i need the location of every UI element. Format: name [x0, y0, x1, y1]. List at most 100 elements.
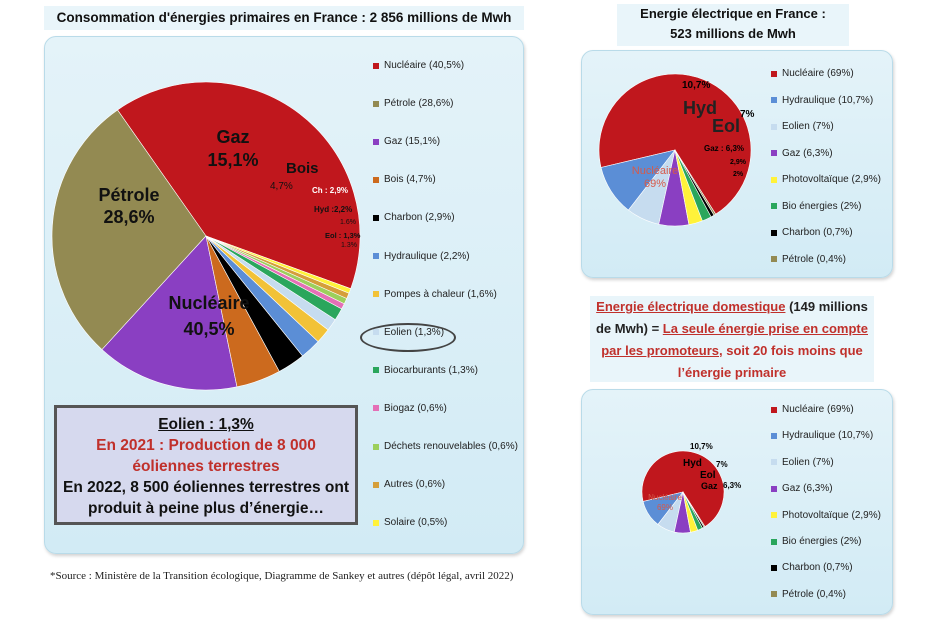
elec-legend-label: Eolien (7%) — [782, 121, 834, 132]
domestic-legend-item-bio-energies: Bio énergies (2%) — [771, 536, 861, 547]
primary-legend-swatch — [373, 443, 379, 450]
primary-legend-item-gaz: Gaz (15,1%) — [373, 136, 440, 147]
label-ch: Ch : 2,9% — [312, 186, 349, 195]
elec-title-line2: 523 millions de Mwh — [670, 26, 796, 41]
primary-legend-label: Bois (4,7%) — [384, 174, 436, 186]
dom-label-hyd: Hyd — [683, 458, 702, 469]
primary-legend-label: Biocarburants (1,3%) — [384, 364, 478, 376]
domestic-note-unit: de Mwh) = — [595, 321, 663, 336]
domestic-legend-swatch — [771, 432, 777, 439]
domestic-note-line2: de Mwh) = La seule énergie prise en comp… — [590, 318, 874, 340]
primary-legend-swatch — [373, 100, 379, 107]
dom-label-nuc-name: Nucléaire — [648, 493, 682, 502]
domestic-legend-item-hydraulique: Hydraulique (10,7%) — [771, 430, 873, 441]
domestic-legend-swatch — [771, 564, 777, 571]
domestic-note-heading: Energie électrique domestique — [596, 299, 786, 314]
primary-slice-petrole — [51, 109, 207, 351]
domestic-legend-item-gaz: Gaz (6,3%) — [771, 483, 833, 494]
domestic-legend-label: Bio énergies (2%) — [782, 536, 862, 547]
elec-legend-label: Photovoltaïque (2,9%) — [782, 174, 881, 185]
domestic-legend-label: Gaz (6,3%) — [782, 483, 833, 495]
elec-label-bio: 2% — [733, 171, 744, 178]
domestic-note-line1: Energie électrique domestique (149 milli… — [590, 296, 874, 318]
elec-legend-swatch — [771, 229, 777, 236]
domestic-legend-item-nucleaire: Nucléaire (69%) — [771, 404, 854, 415]
label-nucleaire-name: Nucléaire — [168, 293, 250, 313]
dom-label-nuc: Nucléaire 69% — [640, 493, 690, 513]
elec-legend-swatch — [771, 256, 777, 262]
elec-label-gaz: Gaz : 6,3% — [704, 144, 745, 153]
label-petrole-name: Pétrole — [98, 185, 160, 205]
label-petrole: Pétrole 28,6% — [86, 184, 172, 228]
callout-line5: produit à peine plus d’énergie… — [88, 500, 324, 517]
primary-legend-label: Autres (0,6%) — [384, 479, 446, 491]
domestic-energy-note: Energie électrique domestique (149 milli… — [590, 296, 874, 382]
domestic-note-line3: par les promoteurs, soit 20 fois moins q… — [590, 340, 874, 362]
primary-legend-swatch — [373, 291, 379, 298]
domestic-legend-item-eolien: Eolien (7%) — [771, 457, 834, 468]
elec-legend-item-eolien: Eolien (7%) — [771, 121, 834, 132]
primary-legend-swatch — [373, 138, 379, 145]
elec-legend-item-nucleaire: Nucléaire (69%) — [771, 68, 854, 79]
primary-slice-nucleaire — [117, 81, 361, 290]
primary-legend-item-biogaz: Biogaz (0,6%) — [373, 403, 447, 414]
elec-legend-item-charbon: Charbon (0,7%) — [771, 227, 853, 238]
elec-legend-swatch — [771, 70, 777, 77]
elec-legend-swatch — [771, 150, 777, 156]
elec-slice-petrole — [674, 149, 717, 216]
primary-legend-item-petrole: Pétrole (28,6%) — [373, 98, 453, 109]
domestic-legend-swatch — [771, 512, 777, 519]
elec-legend-item-petrole: Pétrole (0,4%) — [771, 254, 846, 265]
primary-legend-label: Solaire (0,5%) — [384, 517, 448, 529]
primary-legend-item-hydraulique: Hydraulique (2,2%) — [373, 251, 470, 262]
primary-legend-label: Pompes à chaleur (1,6%) — [384, 288, 497, 300]
elec-slice-nucleaire — [598, 73, 752, 215]
domestic-legend-swatch — [771, 485, 777, 492]
domestic-note-amount: (149 millions — [785, 299, 868, 314]
elec-legend-item-gaz: Gaz (6,3%) — [771, 148, 833, 159]
domestic-legend-item-petrole: Pétrole (0,4%) — [771, 589, 846, 600]
elec-label-nuc-name: Nucléaire — [631, 165, 679, 177]
eolien-callout: Eolien : 1,3% En 2021 : Production de 8 … — [54, 405, 358, 525]
primary-slice-solaire — [205, 235, 352, 294]
elec-label-hyd: Hyd — [683, 98, 718, 118]
domestic-legend-label: Eolien (7%) — [782, 456, 834, 468]
label-nucleaire: Nucléaire 40,5% — [156, 290, 262, 342]
elec-legend-swatch — [771, 123, 777, 130]
label-gaz: Gaz 15,1% — [198, 126, 268, 172]
primary-legend-item-solaire: Solaire (0,5%) — [373, 517, 447, 528]
callout-line3: éoliennes terrestres — [132, 458, 280, 475]
domestic-note-emphasis: La seule énergie prise en compte — [662, 321, 868, 336]
primary-legend-item-dechets-renouvelables: Déchets renouvelables (0,6%) — [373, 441, 518, 452]
eolien-highlight-ellipse — [360, 323, 456, 352]
label-eol: Eol : 1,3% — [325, 231, 361, 240]
label-gaz-pct: 15,1% — [207, 150, 259, 170]
elec-label-eol-pct: 7% — [740, 109, 755, 120]
domestic-note-ratio: , soit 20 fois moins que — [719, 343, 863, 358]
primary-legend-swatch — [373, 405, 379, 412]
dom-label-nuc-pct: 69% — [656, 503, 673, 512]
label-bio: 1.3% — [341, 242, 357, 249]
elec-legend-label: Charbon (0,7%) — [782, 227, 853, 238]
elec-label-eol: Eol — [712, 116, 741, 136]
primary-chart-title: Consommation d'énergies primaires en Fra… — [44, 6, 524, 30]
primary-legend-swatch — [373, 519, 379, 526]
domestic-legend-label: Charbon (0,7%) — [782, 562, 853, 574]
label-hyd: Hyd :2,2% — [314, 205, 353, 214]
domestic-slice-nucleaire — [641, 450, 725, 528]
domestic-legend-label: Nucléaire (69%) — [782, 404, 854, 415]
domestic-legend-swatch — [771, 459, 777, 466]
label-petrole-pct: 28,6% — [103, 207, 155, 227]
primary-legend-label: Nucléaire (40,5%) — [384, 60, 465, 71]
primary-legend-item-charbon: Charbon (2,9%) — [373, 212, 455, 223]
elec-legend-item-photovoltaique: Photovoltaïque (2,9%) — [771, 174, 881, 185]
primary-legend-swatch — [373, 481, 379, 488]
primary-legend-swatch — [373, 214, 379, 221]
domestic-legend-swatch — [771, 406, 777, 413]
primary-slice-gaz — [101, 235, 238, 391]
domestic-legend-label: Pétrole (0,4%) — [782, 588, 846, 600]
elec-legend-swatch — [771, 203, 777, 209]
label-pac: 1.6% — [340, 219, 356, 226]
label-gaz-name: Gaz — [216, 127, 250, 147]
